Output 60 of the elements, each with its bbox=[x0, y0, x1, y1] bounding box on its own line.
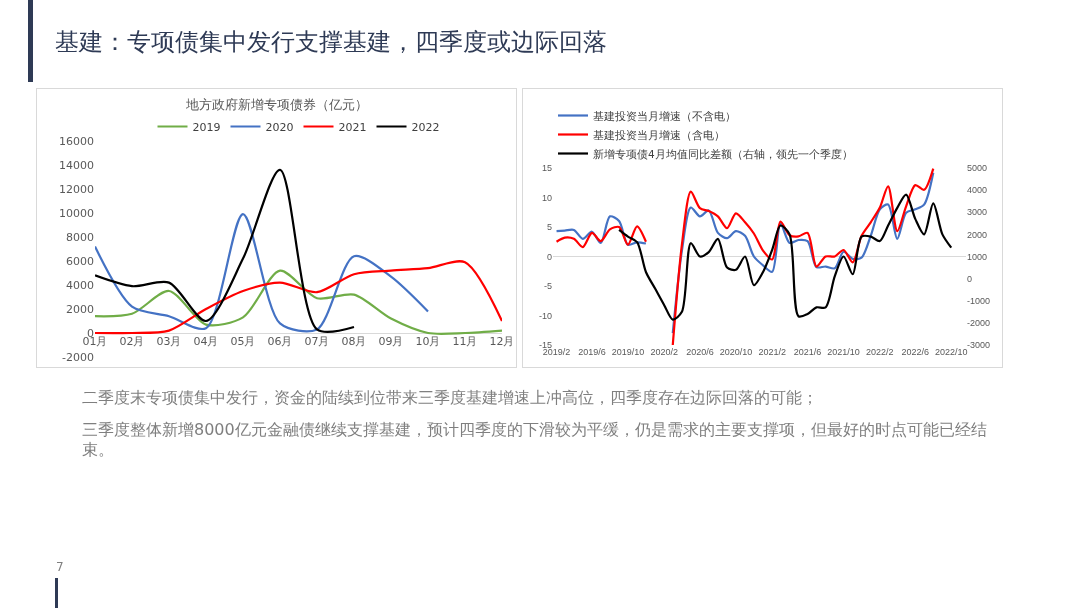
x-tick-label: 2019/10 bbox=[611, 347, 645, 357]
legend-label: 基建投资当月增速（不含电） bbox=[593, 109, 736, 122]
x-tick-label: 2021/6 bbox=[793, 347, 822, 357]
y-tick-label: 15 bbox=[541, 163, 552, 174]
legend-label: 新增专项债4月均值同比差额（右轴，领先一个季度） bbox=[593, 147, 853, 160]
x-tick-label: 05月 bbox=[230, 335, 256, 348]
y-tick-label: -10 bbox=[538, 310, 552, 321]
x-tick-label: 2022/6 bbox=[901, 347, 930, 357]
y2-tick-label: -2000 bbox=[967, 318, 991, 329]
x-tick-label: 08月 bbox=[341, 335, 367, 348]
y-tick-label: -5 bbox=[543, 281, 552, 292]
x-tick-label: 2020/2 bbox=[650, 347, 678, 357]
text: 三季度整体新增8000亿元金融债继续支撑基建，预计四季度的下滑较为平缓，仍是需求的主要支撑项，但最好的时点可能已经结束。 bbox=[82, 420, 988, 460]
legend-label: 基建投资当月增速（含电） bbox=[593, 128, 725, 141]
y-tick-label: 8000 bbox=[66, 230, 94, 244]
x-tick-label: 09月 bbox=[378, 335, 404, 348]
x-tick-label: 2019/2 bbox=[542, 347, 571, 357]
y-tick-label: 10000 bbox=[59, 206, 94, 220]
x-tick-label: 03月 bbox=[156, 335, 182, 348]
legend-label: 2022 bbox=[411, 120, 440, 134]
x-tick-label: 11月 bbox=[452, 335, 478, 348]
line-series bbox=[617, 193, 953, 321]
y-tick-label: 16000 bbox=[59, 134, 94, 148]
y2-tick-label: 2000 bbox=[967, 229, 988, 240]
legend-label: 2020 bbox=[265, 120, 294, 134]
y2-tick-label: -3000 bbox=[967, 340, 991, 351]
chart-title: 地方政府新增专项债券（亿元） bbox=[184, 97, 368, 113]
legend-label: 2021 bbox=[338, 120, 367, 134]
y-tick-label: 5 bbox=[546, 222, 552, 233]
x-tick-label: 02月 bbox=[119, 335, 145, 348]
y-tick-label: 6000 bbox=[66, 254, 94, 268]
x-tick-label: 2022/10 bbox=[934, 347, 968, 357]
y2-tick-label: 4000 bbox=[967, 185, 988, 196]
y-tick-label: 12000 bbox=[59, 182, 94, 196]
y2-tick-label: -1000 bbox=[967, 295, 991, 306]
x-tick-label: 2020/10 bbox=[719, 347, 753, 357]
text: 7 bbox=[56, 560, 64, 574]
x-tick-label: 2021/10 bbox=[827, 347, 860, 357]
y2-tick-label: 0 bbox=[967, 273, 973, 284]
y-tick-label: 4000 bbox=[66, 278, 94, 292]
y-tick-label: 10 bbox=[541, 192, 552, 203]
x-tick-label: 2019/6 bbox=[578, 347, 606, 357]
x-tick-label: 2020/6 bbox=[686, 347, 714, 357]
x-tick-label: 04月 bbox=[193, 335, 219, 348]
y-tick-label: -2000 bbox=[62, 350, 94, 364]
x-tick-label: 2021/2 bbox=[758, 347, 786, 357]
x-tick-label: 10月 bbox=[415, 335, 441, 348]
text: 二季度末专项债集中发行，资金的陆续到位带来三季度基建增速上冲高位，四季度存在边际回落的可能； bbox=[82, 388, 819, 408]
x-tick-label: 12月 bbox=[489, 335, 515, 348]
y-tick-label: 2000 bbox=[66, 302, 94, 316]
y-tick-label: 14000 bbox=[59, 158, 94, 172]
legend-label: 2019 bbox=[192, 120, 221, 134]
text: 基建：专项债集中发行支撑基建，四季度或边际回落 bbox=[55, 27, 607, 58]
y2-tick-label: 1000 bbox=[967, 251, 988, 262]
x-tick-label: 07月 bbox=[304, 335, 330, 348]
y-tick-label: 0 bbox=[546, 251, 552, 262]
y2-tick-label: 5000 bbox=[967, 163, 988, 174]
x-tick-label: 2022/2 bbox=[866, 347, 894, 357]
y2-tick-label: 3000 bbox=[967, 207, 988, 218]
x-tick-label: 06月 bbox=[267, 335, 293, 348]
